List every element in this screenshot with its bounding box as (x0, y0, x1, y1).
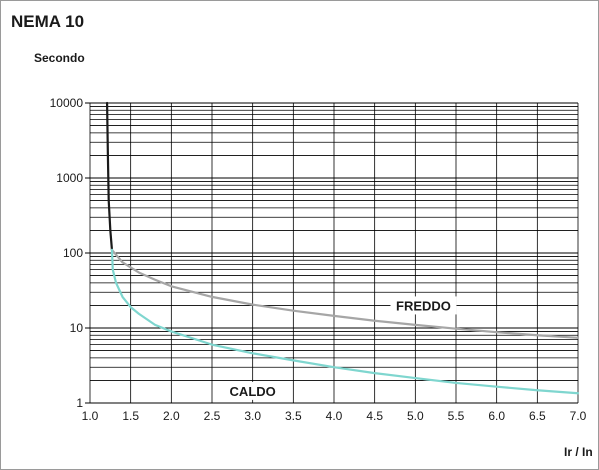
x-tick-label: 3.0 (244, 409, 261, 423)
x-tick-label: 1.5 (122, 409, 139, 423)
x-tick-label: 2.5 (204, 409, 221, 423)
x-tick-labels: 1.0 1.5 2.0 2.5 3.0 3.5 4.0 4.5 5.0 5.5 6.0 6.5 7.0 (82, 409, 587, 423)
series-lines (105, 101, 580, 395)
series-line-caldo (110, 248, 580, 395)
y-axis-label: Secondo (34, 51, 85, 65)
grid (89, 102, 579, 404)
x-tick-label: 7.0 (570, 409, 587, 423)
x-tick-label: 2.0 (163, 409, 180, 423)
y-tick-labels: 1 10 100 1000 10000 (50, 96, 90, 410)
x-tick-label: 4.0 (326, 409, 343, 423)
x-axis-label: Ir / In (564, 445, 593, 459)
y-tick-label: 100 (63, 246, 83, 260)
x-tick-label: 6.5 (529, 409, 546, 423)
y-tick-label: 10 (70, 321, 84, 335)
annotation-label: CALDO (230, 384, 276, 399)
annotation-label: FREDDO (396, 298, 451, 313)
x-tick-label: 6.0 (488, 409, 505, 423)
annotation-box (390, 296, 457, 315)
annotations: FREDDO CALDO (224, 296, 457, 400)
x-tick-label: 1.0 (82, 409, 99, 423)
series-line-freddo (110, 248, 580, 339)
chart-title: NEMA 10 (11, 12, 84, 31)
x-tick-label: 3.5 (285, 409, 302, 423)
y-tick-label: 1000 (56, 171, 83, 185)
x-tick-label: 4.5 (366, 409, 383, 423)
y-tick-label: 1 (76, 396, 83, 410)
x-tick-label: 5.0 (407, 409, 424, 423)
annotation-box (224, 381, 282, 400)
series-line-common (105, 101, 114, 251)
y-tick-label: 10000 (50, 96, 84, 110)
x-tick-label: 5.5 (448, 409, 465, 423)
